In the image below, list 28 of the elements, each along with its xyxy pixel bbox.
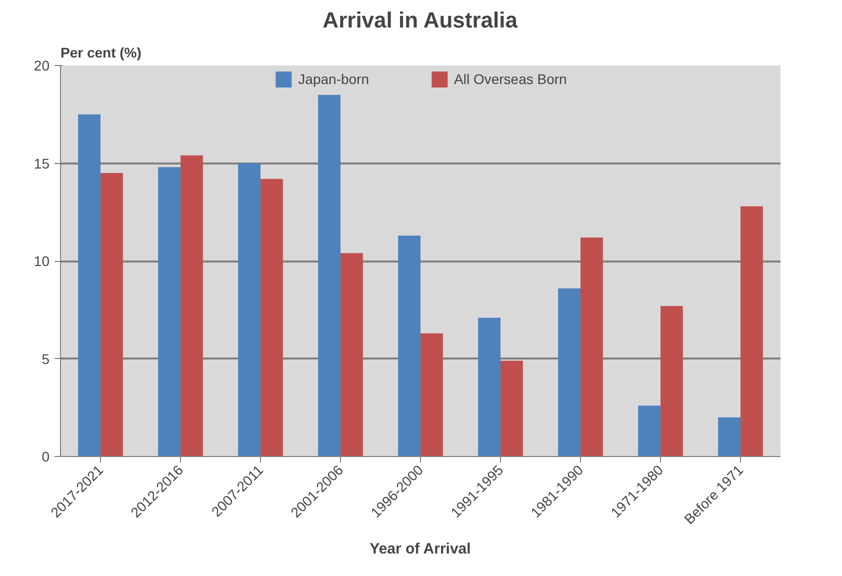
y-axis-title: Per cent (%) [60,44,142,60]
bar [158,167,180,456]
bar [180,155,203,456]
bar [420,333,443,456]
bar [638,406,660,456]
x-axis-title: Year of Arrival [370,540,471,558]
y-tick-label: 5 [42,350,50,367]
y-tick-label: 0 [42,448,50,464]
y-tick-label: 15 [34,155,50,172]
bar [78,114,100,456]
bar [260,178,283,456]
bar [238,163,260,456]
bar [318,94,340,456]
bar [100,173,123,456]
y-tick-label: 10 [34,253,50,269]
bar [398,236,420,456]
y-tick-label: 20 [34,58,50,74]
bar [718,417,740,456]
bar [740,206,763,456]
bar [558,288,580,456]
legend-label: Japan-born [298,71,369,87]
bar [340,253,363,456]
bar [500,360,523,456]
bar [478,318,500,456]
bar [580,238,603,456]
legend-label: All Overseas Born [454,71,567,87]
bar [660,306,683,456]
chart-title: Arrival in Australia [322,8,518,32]
